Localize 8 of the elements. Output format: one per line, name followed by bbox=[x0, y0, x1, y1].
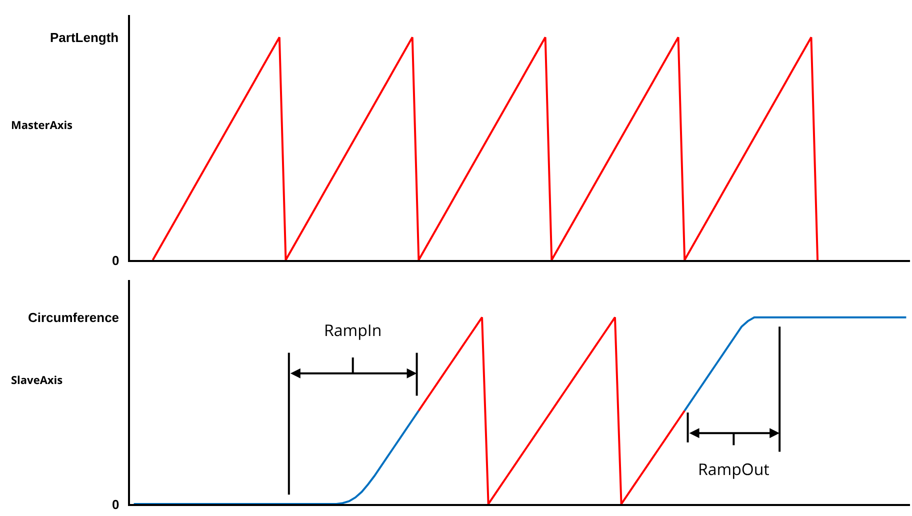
annotation: RampIn bbox=[324, 319, 382, 341]
text: PartLength bbox=[50, 30, 119, 45]
text: 0 bbox=[112, 497, 120, 512]
text: 0 bbox=[112, 253, 120, 268]
annotation: RampOut bbox=[698, 458, 770, 480]
y-axis-title: MasterAxis bbox=[11, 118, 74, 133]
y-axis-title: SlaveAxis bbox=[11, 373, 64, 388]
text: Circumference bbox=[28, 310, 120, 325]
